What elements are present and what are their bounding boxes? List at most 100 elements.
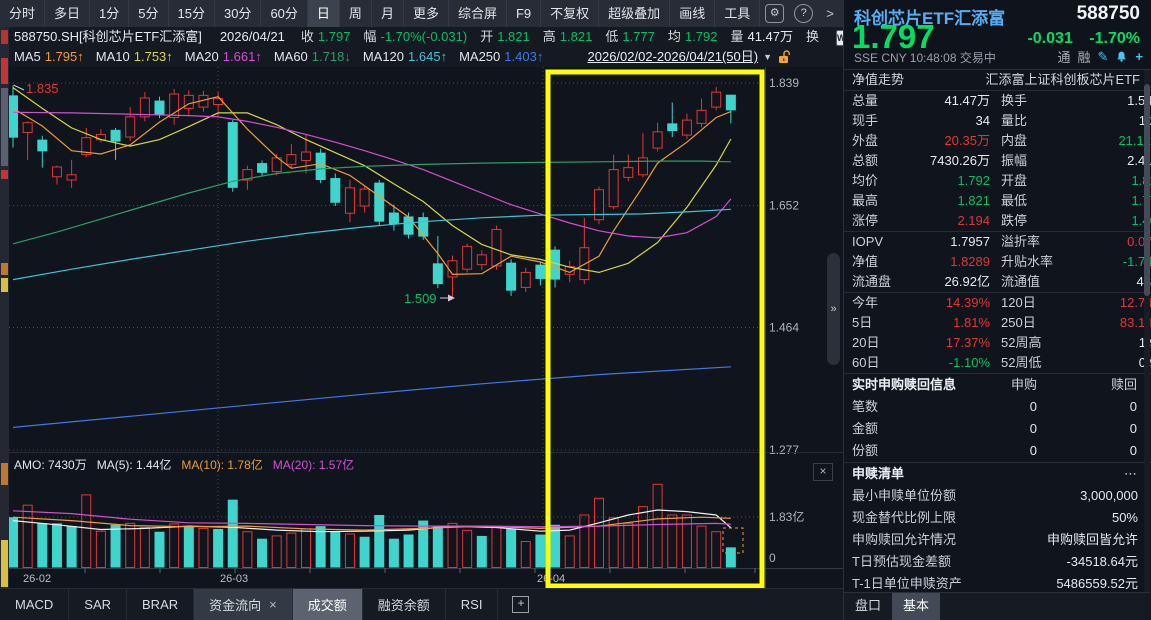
quote-header: 科创芯片ETF汇添富 588750 1.797 -0.031 -1.70% SS… bbox=[844, 0, 1151, 70]
volume-bar bbox=[286, 532, 297, 568]
fund-full-name: 汇添富上证科创板芯片ETF bbox=[985, 72, 1140, 87]
period-tab-30分[interactable]: 30分 bbox=[215, 0, 262, 27]
table-row: 申购赎回允许情况 申购赎回皆允许 bbox=[844, 529, 1151, 551]
period-tab-15分[interactable]: 15分 bbox=[169, 0, 215, 27]
period-tab-1分[interactable]: 1分 bbox=[90, 0, 130, 27]
chevron-down-icon[interactable]: ▼ bbox=[763, 52, 772, 62]
volume-bar bbox=[535, 534, 546, 568]
stat-value: 20.35万 bbox=[944, 133, 990, 148]
add-icon[interactable]: + bbox=[1135, 49, 1143, 64]
candlestick-chart[interactable]: 1.839 1.652 1.464 1.277 1.83亿 0 26-02 26-03 26-0… bbox=[0, 67, 843, 588]
close-icon[interactable]: × bbox=[269, 597, 277, 612]
tool-不复权[interactable]: 不复权 bbox=[541, 0, 600, 27]
candle-body bbox=[227, 122, 238, 188]
quote-field-label: 均 bbox=[667, 29, 681, 44]
tool-综合屏[interactable]: 综合屏 bbox=[449, 0, 507, 27]
indicator-tab-融资余额[interactable]: 融资余额 bbox=[363, 589, 446, 620]
stat-label: 均价 bbox=[852, 173, 879, 188]
chevron-right-icon[interactable]: > bbox=[826, 6, 834, 21]
stat-value: 1.81% bbox=[953, 315, 990, 330]
tool-画线[interactable]: 画线 bbox=[670, 0, 716, 27]
panel-tab-基本[interactable]: 基本 bbox=[892, 593, 940, 620]
period-tab-分时[interactable]: 分时 bbox=[0, 0, 46, 27]
period-tab-多日[interactable]: 多日 bbox=[45, 0, 91, 27]
tool-工具[interactable]: 工具 bbox=[715, 0, 761, 27]
volume-bar bbox=[198, 527, 209, 569]
stat-label: 内盘 bbox=[1001, 133, 1028, 148]
candle-body bbox=[623, 167, 634, 178]
volume-bar bbox=[491, 525, 502, 569]
candle-body bbox=[359, 188, 370, 207]
period-tab-60分[interactable]: 60分 bbox=[261, 0, 308, 27]
indicator-tab-RSI[interactable]: RSI bbox=[446, 589, 499, 620]
amo-legend-item: MA(20): 1.57亿 bbox=[272, 458, 355, 472]
column-header: 申购 bbox=[1010, 377, 1037, 392]
nav-trend-link[interactable]: 净值走势 bbox=[852, 72, 905, 87]
stat-value: 12.74% bbox=[1119, 295, 1151, 310]
quote-summary-bar: 588750.SH[科创芯片ETF汇添富] 2026/04/21 收 1.797 幅… bbox=[0, 27, 853, 47]
margin-tag-rong: 融 bbox=[1077, 50, 1091, 65]
indicator-tab-label: MACD bbox=[15, 597, 54, 612]
period-tab-日[interactable]: 日 bbox=[307, 0, 340, 27]
volume-bar bbox=[652, 483, 663, 568]
amo-legend-item: MA(5): 1.44亿 bbox=[96, 458, 172, 472]
price-ma60-line bbox=[12, 160, 731, 245]
indicator-tab-成交额[interactable]: 成交额 bbox=[292, 589, 363, 620]
date-range-label[interactable]: 2026/02/02-2026/04/21(50日) bbox=[587, 49, 759, 64]
period-tab-周[interactable]: 周 bbox=[340, 0, 372, 27]
stat-label: 笔数 bbox=[852, 399, 879, 414]
candle-body bbox=[37, 139, 48, 152]
column-header: 赎回 bbox=[1110, 377, 1137, 392]
stat-label: 今年 bbox=[852, 295, 879, 310]
stat-label: 换手 bbox=[1001, 93, 1028, 108]
volume-bar bbox=[95, 530, 106, 568]
edit-icon[interactable]: ✎ bbox=[1097, 48, 1109, 64]
unlock-icon[interactable] bbox=[777, 49, 791, 65]
candle-body bbox=[608, 169, 619, 208]
volume-axis-label: 1.83亿 bbox=[769, 509, 804, 524]
volume-bar bbox=[81, 494, 92, 569]
gear-icon[interactable]: ⚙ bbox=[765, 4, 785, 23]
price-axis-label: 1.652 bbox=[769, 199, 799, 213]
scrollbar-track[interactable] bbox=[1144, 70, 1150, 592]
time-axis-label: 26-03 bbox=[220, 573, 248, 585]
stat-value: 1.821 bbox=[957, 193, 990, 208]
volume-bar bbox=[330, 531, 341, 568]
add-indicator-icon[interactable]: + bbox=[512, 596, 530, 613]
help-icon[interactable]: ? bbox=[794, 4, 814, 23]
tool-F9[interactable]: F9 bbox=[507, 0, 542, 27]
alert-bell-icon[interactable] bbox=[1115, 50, 1128, 63]
ma-legend-item-MA120: MA120 1.645↑ bbox=[363, 47, 447, 67]
tool-超级叠加[interactable]: 超级叠加 bbox=[599, 0, 671, 27]
right-panel: 科创芯片ETF汇添富 588750 1.797 -0.031 -1.70% SS… bbox=[843, 0, 1151, 620]
stat-label: 量比 bbox=[1001, 113, 1028, 128]
stat-value: 41.47万 bbox=[944, 93, 990, 108]
indicator-tab-资金流向[interactable]: 资金流向 × bbox=[194, 589, 293, 620]
indicator-tab-MACD[interactable]: MACD bbox=[0, 589, 70, 620]
more-icon[interactable]: ⋯ bbox=[1124, 466, 1137, 481]
table-row: 5日 1.81% 250日 83.18% bbox=[844, 313, 1151, 333]
indicator-tab-BRAR[interactable]: BRAR bbox=[127, 589, 195, 620]
period-tab-更多[interactable]: 更多 bbox=[404, 0, 449, 27]
indicator-tab-SAR[interactable]: SAR bbox=[69, 589, 128, 620]
panel-collapse-handle[interactable]: » bbox=[827, 253, 840, 365]
volume-bar bbox=[359, 536, 370, 568]
ma-legend-bar: MA5 1.795↑ MA10 1.753↑ MA20 1.661↑ MA60 1.718↓ M… bbox=[0, 47, 843, 67]
stat-value: 0 bbox=[1029, 399, 1037, 414]
volume-bar bbox=[66, 526, 77, 568]
annotation-arrow-head bbox=[448, 294, 455, 302]
candle-body bbox=[506, 262, 517, 291]
panel-tab-盘口[interactable]: 盘口 bbox=[854, 598, 881, 613]
candle-body bbox=[374, 182, 385, 222]
volume-ma5-line bbox=[12, 509, 732, 533]
date-range-selector[interactable]: 2026/02/02-2026/04/21(50日) ▼ bbox=[588, 47, 792, 67]
toolbar-tools: 综合屏 F9 不复权 超级叠加 画线 工具 ⚙? > bbox=[449, 0, 842, 27]
quote-field-label: 低 bbox=[605, 29, 619, 44]
scrollbar-thumb[interactable] bbox=[1144, 84, 1150, 296]
quote-field-label: 换 bbox=[806, 29, 820, 44]
volume-bar bbox=[520, 540, 531, 568]
price-axis-label: 1.277 bbox=[769, 443, 799, 457]
period-tab-5分[interactable]: 5分 bbox=[129, 0, 169, 27]
close-icon[interactable]: × bbox=[813, 463, 833, 481]
period-tab-月[interactable]: 月 bbox=[372, 0, 404, 27]
